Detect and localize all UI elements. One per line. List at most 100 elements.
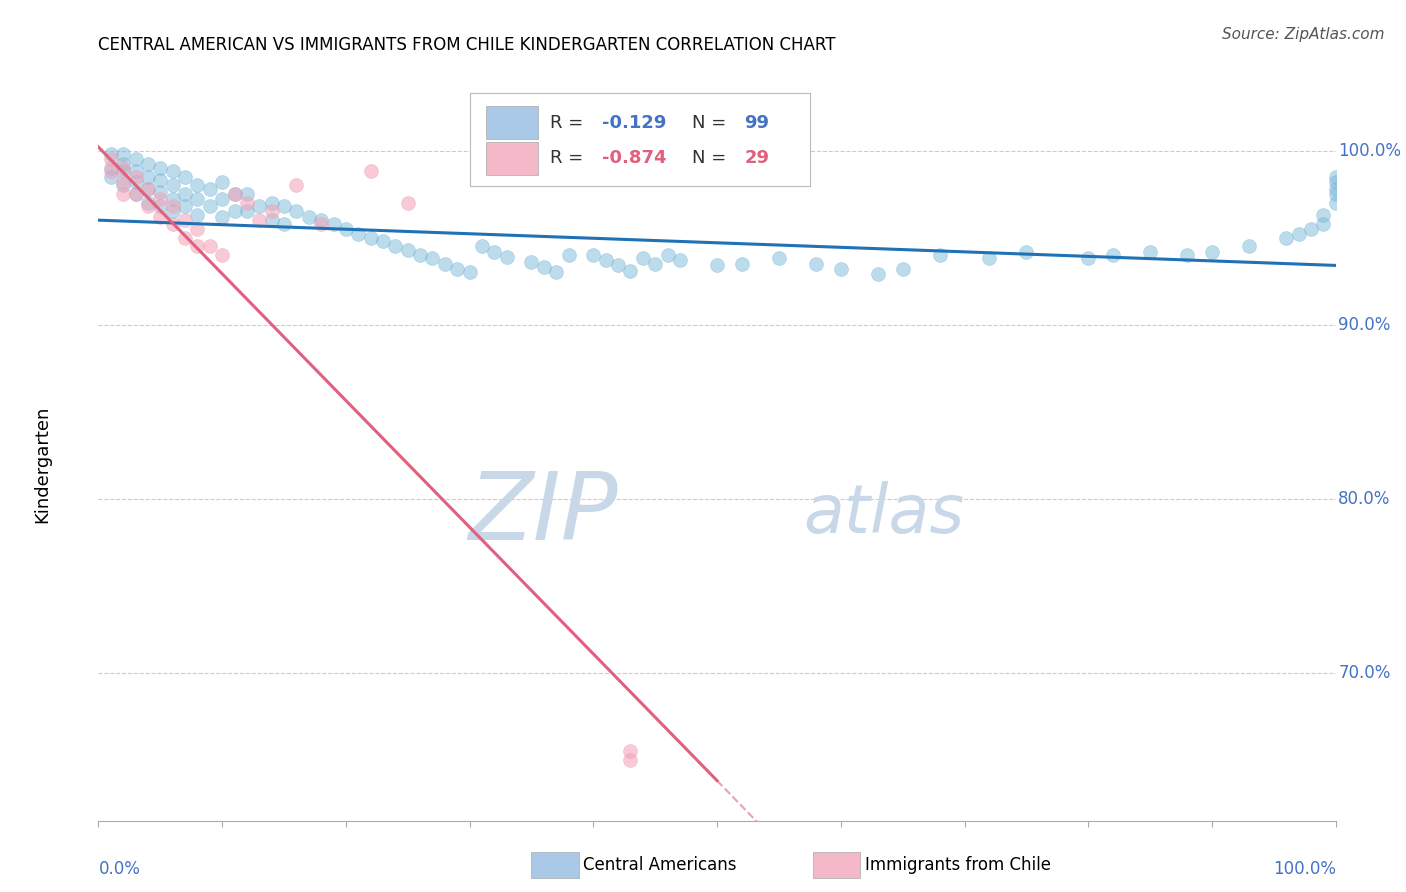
Point — [706, 259, 728, 273]
Point — [174, 230, 197, 244]
Point — [100, 147, 122, 161]
Point — [124, 175, 146, 189]
FancyBboxPatch shape — [485, 142, 537, 175]
Point — [124, 187, 146, 202]
Point — [285, 204, 308, 219]
Point — [1324, 169, 1347, 184]
Point — [186, 239, 208, 253]
Point — [162, 199, 184, 213]
Point — [236, 187, 259, 202]
Point — [979, 252, 1001, 266]
Point — [669, 253, 692, 268]
Point — [186, 178, 208, 193]
Point — [471, 239, 494, 253]
Point — [174, 169, 197, 184]
Point — [236, 195, 259, 210]
Text: -0.874: -0.874 — [602, 150, 666, 168]
Text: 99: 99 — [744, 114, 769, 132]
Point — [619, 263, 641, 277]
Point — [149, 199, 172, 213]
Point — [433, 257, 456, 271]
Point — [360, 230, 382, 244]
Point — [582, 248, 605, 262]
Point — [112, 157, 135, 171]
Text: atlas: atlas — [804, 481, 965, 547]
Point — [533, 260, 555, 275]
Point — [891, 261, 914, 276]
Text: 70.0%: 70.0% — [1339, 664, 1391, 681]
Point — [495, 250, 517, 264]
Point — [1312, 208, 1334, 222]
Point — [211, 175, 233, 189]
Point — [136, 182, 159, 196]
Point — [384, 239, 406, 253]
Point — [100, 164, 122, 178]
Point — [211, 248, 233, 262]
Point — [285, 178, 308, 193]
Text: R =: R = — [550, 150, 589, 168]
Point — [1201, 244, 1223, 259]
Point — [595, 253, 617, 268]
Point — [100, 161, 122, 175]
Point — [657, 248, 679, 262]
Point — [174, 213, 197, 227]
Point — [1324, 175, 1347, 189]
Point — [396, 195, 419, 210]
Point — [396, 243, 419, 257]
FancyBboxPatch shape — [470, 93, 810, 186]
Text: Immigrants from Chile: Immigrants from Chile — [865, 856, 1050, 874]
Point — [1015, 244, 1038, 259]
Point — [1237, 239, 1260, 253]
Point — [484, 244, 506, 259]
Text: 100.0%: 100.0% — [1272, 860, 1336, 878]
Point — [247, 199, 270, 213]
Point — [607, 259, 630, 273]
Text: N =: N = — [692, 114, 733, 132]
Point — [1175, 248, 1198, 262]
Point — [124, 187, 146, 202]
Point — [866, 267, 889, 281]
Point — [149, 192, 172, 206]
Point — [136, 195, 159, 210]
Point — [236, 204, 259, 219]
Point — [100, 153, 122, 167]
Point — [211, 210, 233, 224]
Point — [124, 153, 146, 167]
Point — [162, 164, 184, 178]
Point — [371, 234, 394, 248]
Point — [247, 213, 270, 227]
Point — [520, 255, 543, 269]
Point — [136, 182, 159, 196]
Point — [1324, 182, 1347, 196]
Point — [804, 257, 827, 271]
Point — [644, 257, 666, 271]
Point — [124, 169, 146, 184]
Point — [335, 222, 357, 236]
Text: N =: N = — [692, 150, 733, 168]
Point — [458, 265, 481, 279]
Point — [224, 187, 246, 202]
Point — [260, 195, 283, 210]
Point — [162, 178, 184, 193]
Point — [260, 213, 283, 227]
Point — [136, 169, 159, 184]
Text: Source: ZipAtlas.com: Source: ZipAtlas.com — [1222, 27, 1385, 42]
Point — [149, 186, 172, 200]
Point — [174, 199, 197, 213]
Point — [112, 164, 135, 178]
Point — [149, 173, 172, 187]
Point — [309, 213, 332, 227]
Point — [360, 164, 382, 178]
Point — [112, 178, 135, 193]
Point — [1288, 227, 1310, 241]
Point — [162, 204, 184, 219]
Point — [298, 210, 321, 224]
Point — [830, 261, 852, 276]
Text: 100.0%: 100.0% — [1339, 142, 1402, 160]
Point — [198, 199, 221, 213]
Point — [186, 208, 208, 222]
Point — [211, 192, 233, 206]
Text: R =: R = — [550, 114, 589, 132]
Point — [619, 744, 641, 758]
Point — [124, 164, 146, 178]
